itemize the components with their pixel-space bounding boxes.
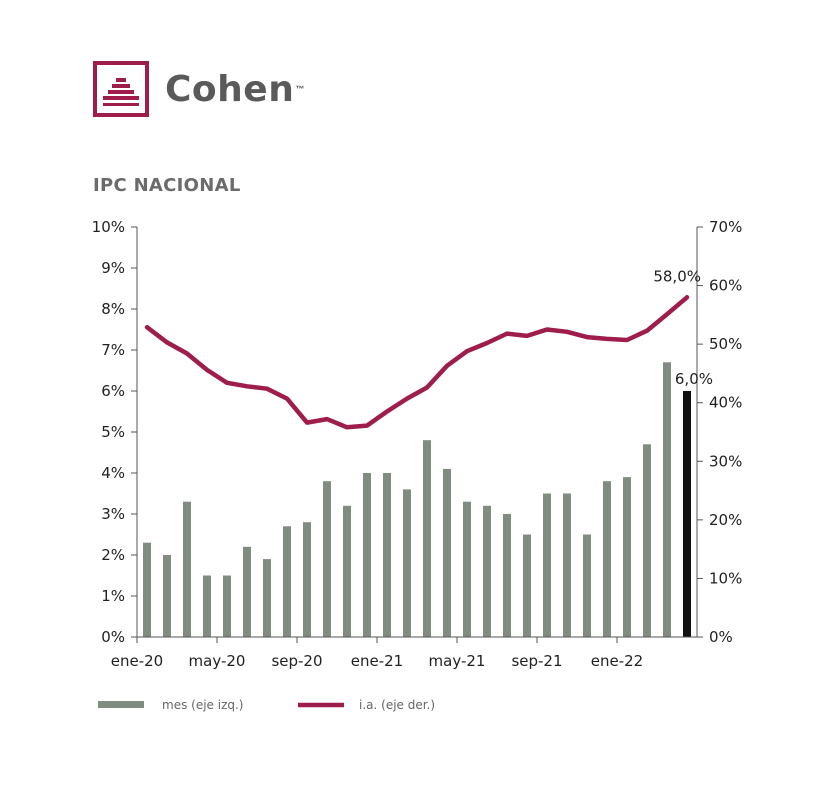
right-tick-label: 10% xyxy=(709,569,742,587)
left-tick-label: 5% xyxy=(101,423,125,441)
line-last-value-label: 58,0% xyxy=(653,267,701,285)
legend: mes (eje izq.) i.a. (eje der.) xyxy=(98,698,435,712)
bar-ene-20 xyxy=(143,542,151,637)
brand-logo: Cohen ™ xyxy=(93,61,304,117)
bar-jul-21 xyxy=(503,514,511,637)
x-tick-label: may-20 xyxy=(189,652,246,670)
bar-last-value-label: 6,0% xyxy=(675,370,713,388)
brand-name: Cohen xyxy=(165,68,295,110)
left-tick-label: 3% xyxy=(101,505,125,523)
bar-abr-22 xyxy=(683,391,691,637)
left-tick-label: 0% xyxy=(101,628,125,646)
x-tick-label: ene-20 xyxy=(111,652,163,670)
x-tick-label: ene-22 xyxy=(591,652,643,670)
bar-abr-21 xyxy=(443,468,451,637)
bar-sep-21 xyxy=(543,493,551,637)
legend-label-bars: mes (eje izq.) xyxy=(162,698,243,712)
chart-title: IPC NACIONAL xyxy=(93,175,241,196)
bar-feb-20 xyxy=(163,555,171,637)
bar-jul-20 xyxy=(263,559,271,637)
left-tick-label: 1% xyxy=(101,587,125,605)
right-tick-label: 60% xyxy=(709,277,742,295)
bar-mar-21 xyxy=(423,440,431,637)
x-tick-label: may-21 xyxy=(429,652,486,670)
right-tick-label: 70% xyxy=(709,218,742,236)
right-axis: 0% 10% 20% 30% 40% 50% 60% 70% xyxy=(696,218,742,646)
left-tick-label: 10% xyxy=(92,218,125,236)
x-axis: ene-20 may-20 sep-20 ene-21 may-21 sep-21 ene-… xyxy=(111,636,697,670)
left-tick-label: 6% xyxy=(101,382,125,400)
legend-label-line: i.a. (eje der.) xyxy=(359,698,435,712)
bar-mar-20 xyxy=(183,501,191,637)
bar-sep-20 xyxy=(303,522,311,637)
yoy-series-line xyxy=(144,295,690,430)
left-tick-label: 8% xyxy=(101,300,125,318)
bar-oct-21 xyxy=(563,493,571,637)
right-tick-label: 20% xyxy=(709,511,742,529)
left-tick-label: 9% xyxy=(101,259,125,277)
bar-jun-20 xyxy=(243,546,251,637)
left-tick-label: 4% xyxy=(101,464,125,482)
bar-dic-20 xyxy=(363,473,371,637)
data-labels: 58,0% 6,0% xyxy=(653,267,713,388)
right-tick-label: 40% xyxy=(709,394,742,412)
bar-dic-21 xyxy=(603,481,611,637)
right-tick-label: 0% xyxy=(709,628,733,646)
bar-mar-22 xyxy=(663,362,671,637)
bar-feb-21 xyxy=(403,489,411,637)
x-tick-label: ene-21 xyxy=(351,652,403,670)
bar-nov-20 xyxy=(343,505,351,637)
yoy-line xyxy=(144,295,690,430)
bar-abr-20 xyxy=(203,575,211,637)
bar-ene-22 xyxy=(623,477,631,637)
brand-trademark: ™ xyxy=(295,84,305,94)
legend-swatch-bars xyxy=(98,701,144,708)
right-tick-label: 50% xyxy=(709,335,742,353)
bar-may-20 xyxy=(223,575,231,637)
bar-jun-21 xyxy=(483,505,491,637)
bar-ago-20 xyxy=(283,526,291,637)
left-axis: 0% 1% 2% 3% 4% 5% 6% 7% 8% 9% 10% xyxy=(92,218,138,646)
x-tick-label: sep-21 xyxy=(511,652,562,670)
left-tick-label: 7% xyxy=(101,341,125,359)
left-tick-label: 2% xyxy=(101,546,125,564)
bar-oct-20 xyxy=(323,481,331,637)
bar-ene-21 xyxy=(383,473,391,637)
monthly-bars xyxy=(143,362,691,637)
bar-may-21 xyxy=(463,501,471,637)
x-tick-label: sep-20 xyxy=(271,652,322,670)
bar-nov-21 xyxy=(583,534,591,637)
bar-feb-22 xyxy=(643,444,651,637)
bar-ago-21 xyxy=(523,534,531,637)
cohen-logo-icon xyxy=(93,61,149,117)
right-tick-label: 30% xyxy=(709,452,742,470)
